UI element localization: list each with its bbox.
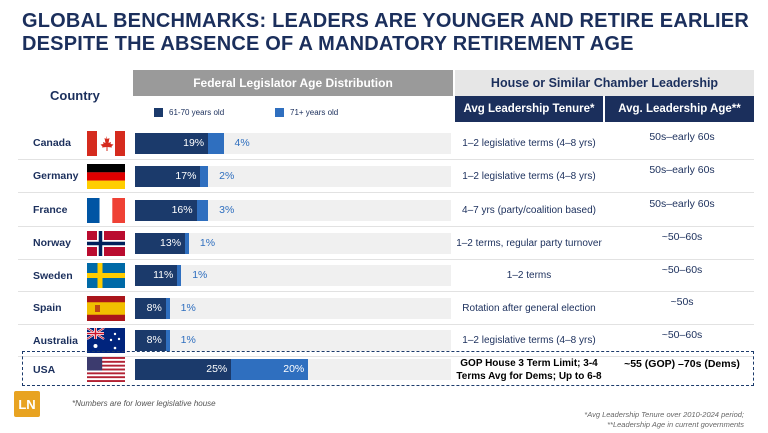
country-name-usa: USA — [33, 363, 56, 376]
bar-61-70-usa — [135, 359, 232, 380]
data-label-71-plus-australia: 1% — [180, 334, 196, 346]
bar-71-plus-australia — [165, 330, 170, 351]
bar-71-plus-canada — [208, 132, 224, 154]
row-divider — [18, 226, 754, 227]
age-cell-australia: ~50–60s — [661, 328, 703, 341]
spain-flag-icon — [87, 295, 125, 321]
legend-label-71-plus: 71+ years old — [290, 108, 339, 117]
usa-flag-icon — [87, 357, 125, 382]
canada-flag-icon — [87, 130, 125, 156]
country-header: Country — [50, 88, 100, 103]
germany-flag-icon — [87, 163, 125, 189]
page-title: GLOBAL BENCHMARKS: LEADERS ARE YOUNGER A… — [22, 10, 749, 55]
legend-label-61-70: 61-70 years old — [169, 108, 225, 117]
tenure-cell-canada: 1–2 legislative terms (4–8 yrs) — [462, 137, 596, 149]
data-label-61-70-spain: 8% — [146, 301, 162, 314]
legend-item-61-70: 61-70 years old — [154, 108, 224, 117]
tenure-cell-spain: Rotation after general election — [462, 302, 596, 314]
bar-61-70-norway — [135, 232, 186, 254]
country-name-france: France — [33, 204, 68, 216]
bar-71-plus-sweden — [177, 265, 182, 286]
row-divider — [18, 159, 754, 160]
tenure-cell-germany: 1–2 legislative terms (4–8 yrs) — [462, 170, 596, 182]
data-label-61-70-australia: 8% — [146, 334, 162, 346]
legend-swatch-71-plus — [275, 108, 284, 117]
row-divider — [18, 324, 754, 325]
bar-track-france: 16% 3% — [135, 199, 451, 221]
country-name-sweden: Sweden — [33, 269, 73, 282]
country-name-germany: Germany — [33, 170, 79, 182]
tenure-cell-usa: GOP House 3 Term Limit; 3-4 Terms Avg fo… — [456, 357, 602, 382]
age-header: Avg. Leadership Age** — [605, 96, 754, 122]
tenure-cell-australia: 1–2 legislative terms (4–8 yrs) — [462, 335, 596, 346]
data-label-71-plus-canada: 4% — [234, 136, 250, 149]
bar-61-70-france — [135, 199, 197, 221]
data-label-61-70-canada: 19% — [183, 136, 205, 149]
row-divider — [18, 356, 754, 357]
brand-logo: LN — [14, 391, 40, 417]
row-divider — [18, 259, 754, 260]
data-label-61-70-sweden: 11% — [153, 269, 174, 281]
bar-61-70-canada — [135, 132, 209, 154]
bar-71-plus-spain — [165, 297, 170, 319]
bar-track-sweden: 11% 1% — [135, 265, 451, 286]
legend-swatch-61-70 — [154, 108, 163, 117]
bar-71-plus-germany — [200, 165, 209, 187]
bar-track-australia: 8% 1% — [135, 330, 451, 351]
data-label-61-70-norway: 13% — [160, 236, 182, 249]
tenure-cell-sweden: 1–2 terms — [506, 270, 552, 281]
data-label-71-plus-germany: 2% — [219, 169, 235, 182]
bar-track-spain: 8% 1% — [135, 297, 451, 319]
row-divider — [18, 192, 754, 193]
age-cell-france: 50s–early 60s — [649, 198, 715, 210]
tenure-header: Avg Leadership Tenure* — [455, 96, 603, 122]
data-label-61-70-usa: 25% — [206, 363, 228, 375]
bar-track-germany: 17% 2% — [135, 165, 451, 187]
legend-item-71-plus: 71+ years old — [275, 108, 338, 117]
bar-71-plus-usa — [231, 359, 309, 380]
age-cell-germany: 50s–early 60s — [649, 164, 715, 176]
usa-highlight-box — [22, 351, 754, 386]
footnote-right-line-2: **Leadership Age in current governments — [607, 420, 744, 429]
norway-flag-icon — [87, 230, 125, 256]
data-label-61-70-germany: 17% — [175, 169, 197, 182]
bar-track-norway: 13% 1% — [135, 232, 451, 254]
bar-71-plus-norway — [185, 232, 189, 254]
age-cell-sweden: ~50–60s — [661, 263, 703, 276]
bar-61-70-australia — [135, 330, 166, 351]
country-name-canada: Canada — [33, 137, 71, 149]
data-label-71-plus-france: 3% — [219, 203, 235, 216]
age-cell-usa: ~55 (GOP) –70s (Dems) — [624, 357, 740, 370]
tenure-cell-norway: 1–2 terms, regular party turnover — [456, 237, 602, 249]
row-divider — [18, 291, 754, 292]
australia-flag-icon — [86, 327, 125, 353]
bar-track-canada: 19% 4% — [135, 132, 451, 154]
footnote-right-line-1: *Avg Leadership Tenure over 2010-2024 pe… — [584, 410, 744, 419]
data-label-71-plus-usa: 20% — [283, 363, 305, 375]
bar-61-70-sweden — [135, 265, 178, 286]
footnote-left: *Numbers are for lower legislative house — [72, 399, 216, 408]
sweden-flag-icon — [87, 263, 125, 288]
footnote-right: *Avg Leadership Tenure over 2010-2024 pe… — [524, 410, 744, 430]
bar-61-70-germany — [135, 165, 201, 187]
age-cell-spain: ~50s — [670, 296, 694, 308]
bar-71-plus-france — [196, 199, 209, 221]
age-cell-canada: 50s–early 60s — [649, 131, 715, 143]
leadership-header: House or Similar Chamber Leadership — [455, 70, 754, 96]
bar-track-usa: 25% 20% — [135, 359, 451, 380]
data-label-71-plus-sweden: 1% — [192, 269, 208, 281]
tenure-cell-france: 4–7 yrs (party/coalition based) — [462, 204, 596, 216]
france-flag-icon — [87, 197, 125, 223]
country-name-australia: Australia — [33, 334, 78, 347]
distribution-header: Federal Legislator Age Distribution — [133, 70, 453, 96]
data-label-71-plus-norway: 1% — [199, 236, 216, 249]
data-label-61-70-france: 16% — [171, 203, 193, 216]
data-label-71-plus-spain: 1% — [180, 301, 196, 314]
country-name-spain: Spain — [33, 302, 62, 314]
age-cell-norway: ~50–60s — [661, 231, 703, 243]
country-name-norway: Norway — [33, 237, 71, 249]
bar-61-70-spain — [135, 297, 166, 319]
